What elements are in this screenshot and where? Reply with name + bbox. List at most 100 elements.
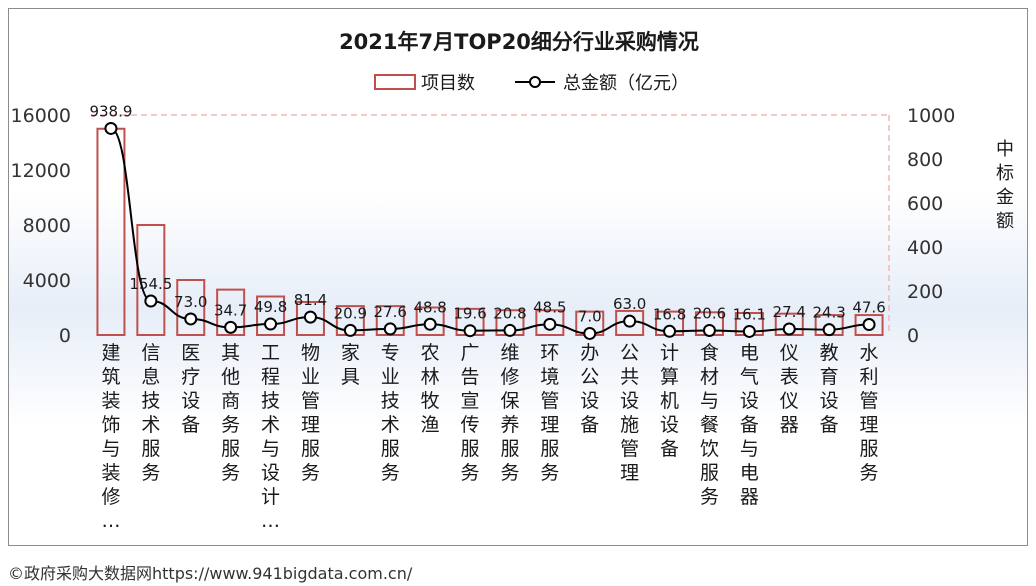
y2-axis-title: 中 标 金 额 (996, 139, 1014, 232)
data-label: 34.7 (214, 301, 247, 319)
x-tick-label: 服 (141, 438, 160, 460)
y1-axis: 0 4000 8000 12000 16000 (11, 105, 71, 347)
y2-title-char-2: 金 (996, 187, 1014, 208)
legend-line-marker (529, 76, 541, 88)
data-label: 20.8 (493, 304, 526, 322)
x-tick-label: 技 (141, 390, 160, 412)
x-tick-label: 餐 (700, 414, 719, 436)
x-tick-label: 服 (540, 438, 559, 460)
x-tick-label: 专 (381, 342, 400, 364)
data-label: 27.4 (773, 303, 806, 321)
data-label: 7.0 (578, 307, 602, 325)
x-tick-label: 管 (860, 390, 879, 412)
data-label: 938.9 (89, 102, 132, 120)
line-marker (782, 322, 796, 336)
x-tick-label: 修 (500, 366, 519, 388)
x-tick-label: 仪 (780, 390, 799, 412)
x-tick-label: 服 (381, 438, 400, 460)
x-tick-label: 计 (261, 486, 280, 508)
line-marker (343, 323, 357, 337)
x-tick-label: 程 (261, 366, 280, 388)
chart-svg: 2021年7月TOP20细分行业采购情况 项目数 总金额（亿元） 中 标 金 额… (11, 30, 1014, 532)
x-tick-label: 装 (101, 462, 120, 484)
y2-tick-label: 400 (907, 237, 943, 259)
line-marker (742, 324, 756, 338)
x-tick-label: 计 (660, 342, 679, 364)
data-label: 47.6 (852, 299, 885, 317)
line-layer (104, 121, 876, 340)
source-footer: ©政府采购大数据网https://www.941bigdata.com.cn/ (8, 564, 413, 583)
x-tick-label: 技 (381, 390, 400, 412)
x-tick-label: 机 (660, 390, 679, 412)
x-tick-label: 教 (820, 342, 839, 364)
x-tick-label: 水 (860, 342, 879, 364)
x-tick-label: 业 (301, 366, 320, 388)
y1-tick-label: 4000 (23, 270, 71, 292)
x-tick-label: 术 (381, 414, 400, 436)
x-tick-label: 环 (540, 342, 559, 364)
x-tick-label: 广 (461, 342, 480, 364)
x-tick-label: 与 (101, 438, 120, 460)
x-tick-label: 与 (740, 438, 759, 460)
data-label: 19.6 (453, 305, 486, 323)
line-marker (224, 320, 238, 334)
x-tick-label: 设 (181, 390, 200, 412)
x-tick-label: 气 (740, 366, 759, 388)
x-tick-label: 务 (141, 462, 160, 484)
x-tick-label: 材 (700, 366, 719, 388)
x-axis-categories: 建筑装饰与装修…信息技术服务医疗设备其他商务服务工程技术与设计…物业管理服务家具… (101, 342, 878, 532)
x-tick-label: 施 (620, 414, 639, 436)
y2-axis: 0 200 400 600 800 1000 (907, 105, 955, 347)
x-tick-label: 宣 (461, 390, 480, 412)
y2-title-char-1: 标 (996, 163, 1014, 184)
chart-title: 2021年7月TOP20细分行业采购情况 (339, 30, 699, 54)
x-tick-label: 养 (500, 414, 519, 436)
bar (535, 309, 565, 336)
y2-tick-label: 600 (907, 193, 943, 215)
x-tick-label: 务 (860, 462, 879, 484)
line-marker (822, 323, 836, 337)
x-tick-label: 服 (860, 438, 879, 460)
x-tick-label: 器 (740, 486, 759, 508)
bars-layer (96, 127, 884, 336)
x-tick-label: 理 (860, 414, 879, 436)
data-label: 16.8 (653, 305, 686, 323)
line-marker (702, 323, 716, 337)
x-tick-label: 与 (261, 438, 280, 460)
x-tick-label: 商 (221, 390, 240, 412)
legend: 项目数 总金额（亿元） (374, 73, 689, 94)
x-tick-label: 疗 (181, 366, 200, 388)
data-label: 63.0 (613, 295, 646, 313)
line-marker (623, 314, 637, 328)
x-tick-label: 服 (700, 462, 719, 484)
x-tick-label: 务 (301, 462, 320, 484)
x-tick-label: … (101, 510, 120, 532)
line-marker (423, 317, 437, 331)
x-tick-label: 具 (341, 366, 360, 388)
line-marker (543, 317, 557, 331)
line-marker (583, 326, 597, 340)
line-marker (184, 312, 198, 326)
data-label: 48.5 (533, 298, 566, 316)
bar (256, 295, 286, 336)
y2-title-char-3: 额 (996, 211, 1014, 232)
x-tick-label: 管 (301, 390, 320, 412)
bar (216, 288, 246, 336)
y1-tick-label: 0 (59, 325, 71, 347)
x-tick-label: 他 (221, 366, 240, 388)
line-marker (463, 324, 477, 338)
bar (136, 224, 166, 336)
y1-tick-label: 12000 (11, 160, 71, 182)
line-marker (104, 121, 118, 135)
x-tick-label: 其 (221, 342, 240, 364)
x-tick-label: 饰 (101, 414, 120, 436)
line-marker (303, 310, 317, 324)
line-marker (383, 322, 397, 336)
x-tick-label: 务 (540, 462, 559, 484)
x-tick-label: 建 (101, 342, 120, 364)
y2-tick-label: 200 (907, 281, 943, 303)
x-tick-label: 业 (381, 366, 400, 388)
x-tick-label: 务 (381, 462, 400, 484)
x-tick-label: 备 (660, 438, 679, 460)
x-tick-label: 管 (540, 390, 559, 412)
